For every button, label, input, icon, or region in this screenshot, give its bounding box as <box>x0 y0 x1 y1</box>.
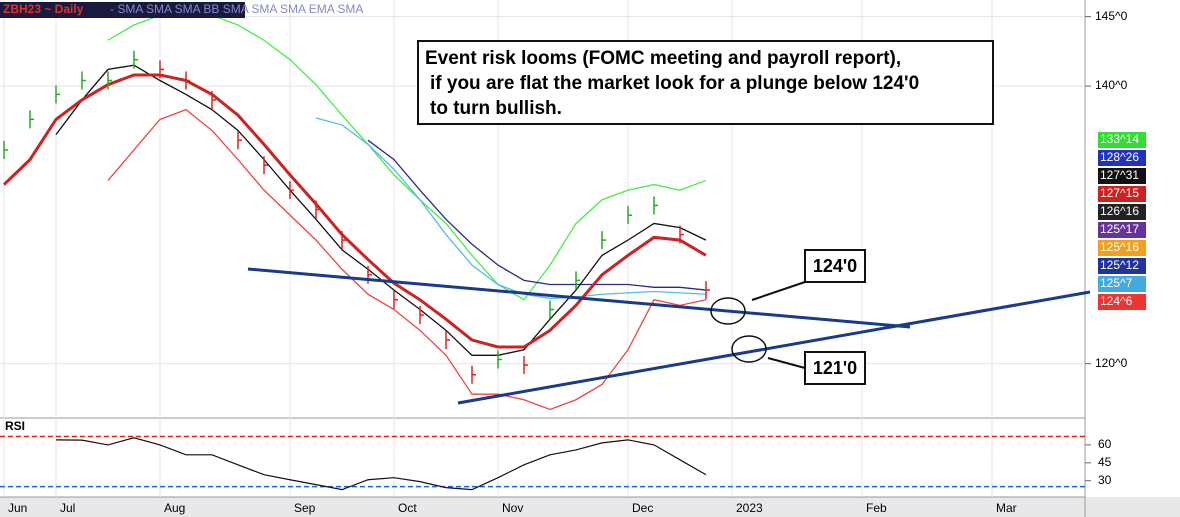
annotation-line: to turn bullish. <box>430 98 562 119</box>
callout-box <box>804 351 866 385</box>
x-tick-label: Mar <box>996 501 1017 515</box>
price-tag-label: 128^26 <box>1100 150 1139 164</box>
callout-label: 124'0 <box>813 256 857 276</box>
price-tag-label: 125^16 <box>1100 240 1139 254</box>
callout-label: 121'0 <box>813 358 857 378</box>
price-tag-label: 125^12 <box>1100 258 1139 272</box>
x-axis-band <box>0 497 1180 517</box>
price-tag <box>1098 168 1146 184</box>
rsi-tick-label: 60 <box>1098 437 1112 451</box>
title-band <box>0 2 245 18</box>
price-tag <box>1098 204 1146 220</box>
x-tick-label: Jun <box>8 501 27 515</box>
price-tag-label: 127^15 <box>1100 186 1139 200</box>
price-tag-label: 124^6 <box>1100 294 1133 308</box>
rsi-title: RSI <box>5 419 25 433</box>
x-tick-label: Dec <box>632 501 653 515</box>
price-tag <box>1098 294 1146 310</box>
rsi-tick-label: 45 <box>1098 455 1112 469</box>
callout-circle <box>731 335 767 363</box>
annotation-line: if you are flat the market look for a pl… <box>430 73 919 94</box>
callout-arrow <box>767 357 806 369</box>
trend-line <box>457 290 1091 405</box>
price-tag <box>1098 222 1146 238</box>
x-tick-label: Sep <box>294 501 316 515</box>
series-line <box>367 139 707 291</box>
price-tag-label: 125^7 <box>1100 276 1133 290</box>
x-tick-label: Oct <box>398 501 417 515</box>
rsi-line <box>55 437 707 491</box>
y-tick-label: 140^0 <box>1095 78 1128 92</box>
chart-subtitle: - SMA SMA SMA BB SMA SMA SMA EMA SMA <box>110 2 363 16</box>
annotation-line: Event risk looms (FOMC meeting and payro… <box>425 48 901 69</box>
callout-circle <box>710 297 746 325</box>
price-tag <box>1098 150 1146 166</box>
chart-title: ZBH23 ~ Daily <box>3 2 84 16</box>
callout-box <box>804 249 866 283</box>
series-line <box>2 73 707 349</box>
x-tick-label: Jul <box>60 501 75 515</box>
price-tag <box>1098 276 1146 292</box>
price-tag-label: 133^14 <box>1100 132 1139 146</box>
price-tag <box>1098 132 1146 148</box>
y-tick-label: 145^0 <box>1095 9 1128 23</box>
x-tick-label: Feb <box>866 501 887 515</box>
trend-line <box>247 267 911 329</box>
series-line <box>107 108 707 411</box>
price-tag <box>1098 240 1146 256</box>
x-tick-label: Aug <box>164 501 185 515</box>
series-line <box>315 117 707 300</box>
price-tag <box>1098 258 1146 274</box>
x-tick-label: 2023 <box>736 501 763 515</box>
price-tag-label: 127^31 <box>1100 168 1139 182</box>
x-tick-label: Nov <box>502 501 523 515</box>
price-tag-label: 126^16 <box>1100 204 1139 218</box>
rsi-tick-label: 30 <box>1098 473 1112 487</box>
annotation-box <box>417 40 994 125</box>
y-tick-label: 120^0 <box>1095 356 1128 370</box>
price-tag-label: 125^17 <box>1100 222 1139 236</box>
price-tag <box>1098 186 1146 202</box>
callout-arrow <box>751 281 806 301</box>
